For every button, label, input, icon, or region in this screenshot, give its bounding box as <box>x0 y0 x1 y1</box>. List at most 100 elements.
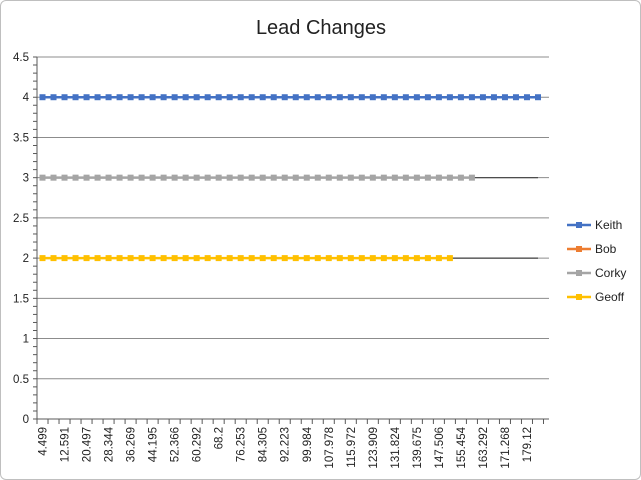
series-marker-keith <box>204 94 211 101</box>
series-marker-corky <box>435 174 442 181</box>
gridlines <box>37 56 549 420</box>
series-marker-geoff <box>182 255 189 262</box>
series-marker-corky <box>182 174 189 181</box>
legend-marker-keith <box>576 222 582 228</box>
series-marker-geoff <box>314 255 321 262</box>
series-marker-keith <box>116 94 123 101</box>
series-marker-corky <box>193 174 200 181</box>
series-marker-corky <box>105 174 112 181</box>
series-marker-keith <box>512 94 519 101</box>
x-tick-label: 163.292 <box>478 427 490 469</box>
series-marker-keith <box>193 94 200 101</box>
series-marker-geoff <box>380 255 387 262</box>
series-marker-geoff <box>105 255 112 262</box>
x-tick-label: 147.506 <box>434 427 446 469</box>
series-marker-corky <box>402 174 409 181</box>
series-marker-keith <box>226 94 233 101</box>
y-tick-label: 1.5 <box>13 293 29 305</box>
series-marker-keith <box>468 94 475 101</box>
series-marker-corky <box>424 174 431 181</box>
series-marker-corky <box>369 174 376 181</box>
series-marker-keith <box>83 94 90 101</box>
series-marker-geoff <box>83 255 90 262</box>
series-marker-corky <box>314 174 321 181</box>
legend-label-geoff: Geoff <box>595 290 625 304</box>
series-marker-corky <box>303 174 310 181</box>
series-marker-geoff <box>72 255 79 262</box>
series-marker-corky <box>270 174 277 181</box>
series-marker-keith <box>325 94 332 101</box>
series-marker-keith <box>358 94 365 101</box>
series-marker-corky <box>83 174 90 181</box>
y-tick-label: 0.5 <box>13 374 29 386</box>
series-marker-geoff <box>424 255 431 262</box>
series-marker-keith <box>336 94 343 101</box>
series-marker-geoff <box>259 255 266 262</box>
series-marker-keith <box>391 94 398 101</box>
series-marker-corky <box>259 174 266 181</box>
legend-marker-corky <box>576 270 582 276</box>
series-marker-geoff <box>61 255 68 262</box>
series-marker-keith <box>292 94 299 101</box>
series-marker-keith <box>457 94 464 101</box>
y-tick-label: 1 <box>23 334 29 346</box>
series-marker-corky <box>457 174 464 181</box>
series-marker-keith <box>105 94 112 101</box>
series-marker-corky <box>39 174 46 181</box>
series-marker-keith <box>303 94 310 101</box>
series-marker-keith <box>435 94 442 101</box>
series-marker-corky <box>149 174 156 181</box>
series-marker-keith <box>347 94 354 101</box>
series-marker-geoff <box>391 255 398 262</box>
legend: Keith Bob Corky Geoff <box>567 218 626 304</box>
series-marker-keith <box>94 94 101 101</box>
y-tick-label: 3.5 <box>13 132 29 144</box>
series-marker-geoff <box>347 255 354 262</box>
series-marker-keith <box>314 94 321 101</box>
x-axis: 4.499 12.591 20.497 28.344 36.269 44.195 52.36… <box>36 419 544 469</box>
series-marker-geoff <box>138 255 145 262</box>
series-marker-corky <box>391 174 398 181</box>
series-marker-geoff <box>204 255 211 262</box>
x-tick-label: 76.253 <box>236 427 248 462</box>
y-tick-label: 2.5 <box>13 213 29 225</box>
series-marker-geoff <box>94 255 101 262</box>
x-tick-label: 107.978 <box>324 427 336 469</box>
x-tick-label: 171.268 <box>500 427 512 469</box>
series-marker-keith <box>446 94 453 101</box>
series-marker-geoff <box>171 255 178 262</box>
series-marker-geoff <box>149 255 156 262</box>
series-marker-keith <box>171 94 178 101</box>
series-marker-geoff <box>116 255 123 262</box>
series-marker-corky <box>292 174 299 181</box>
x-tick-label: 131.824 <box>390 426 402 468</box>
series-marker-keith <box>237 94 244 101</box>
series-marker-corky <box>347 174 354 181</box>
series-marker-corky <box>281 174 288 181</box>
series-marker-corky <box>94 174 101 181</box>
x-tick-label: 139.675 <box>412 427 424 469</box>
legend-marker-geoff <box>576 294 582 300</box>
series-marker-keith <box>127 94 134 101</box>
series-marker-geoff <box>336 255 343 262</box>
series-marker-corky <box>226 174 233 181</box>
series-marker-geoff <box>127 255 134 262</box>
series-marker-keith <box>72 94 79 101</box>
series-marker-keith <box>281 94 288 101</box>
series-marker-corky <box>215 174 222 181</box>
series-marker-keith <box>270 94 277 101</box>
series-marker-corky <box>138 174 145 181</box>
series-marker-corky <box>446 174 453 181</box>
series-marker-corky <box>72 174 79 181</box>
y-tick-label: 4 <box>23 92 30 104</box>
series-marker-corky <box>358 174 365 181</box>
series-marker-keith <box>248 94 255 101</box>
x-tick-label: 4.499 <box>38 427 50 456</box>
series-marker-geoff <box>446 255 453 262</box>
x-tick-label: 36.269 <box>126 427 138 462</box>
x-tick-label: 179.12 <box>522 427 534 462</box>
series-marker-geoff <box>215 255 222 262</box>
legend-marker-bob <box>576 246 582 252</box>
series-marker-corky <box>237 174 244 181</box>
